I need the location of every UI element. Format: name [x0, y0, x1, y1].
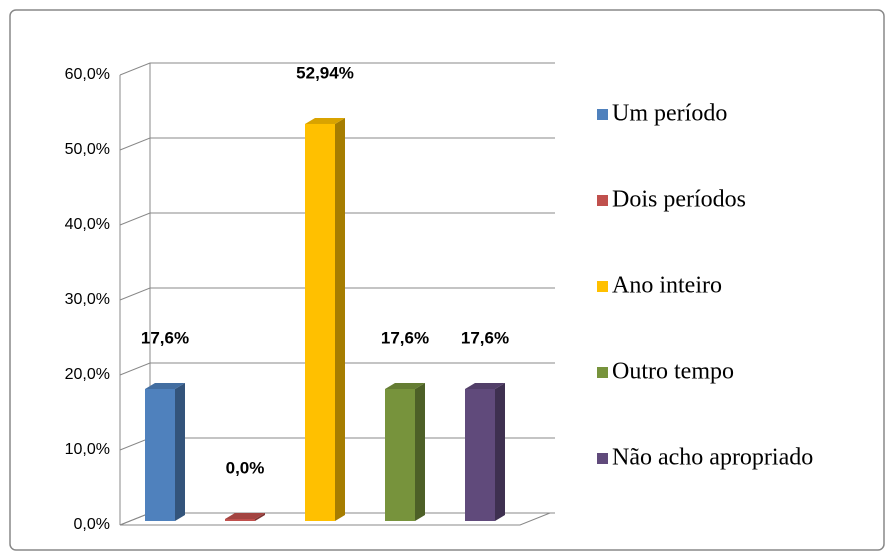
grid-line — [119, 362, 555, 376]
bar-top — [145, 383, 185, 389]
grid-line — [119, 287, 555, 301]
data-label: 0,0% — [226, 458, 265, 477]
legend-label: Dois períodos — [612, 187, 746, 213]
legend-label: Ano inteiro — [612, 273, 722, 299]
bar-top — [305, 117, 345, 124]
data-label: 17,6% — [381, 328, 429, 347]
grid-line — [119, 62, 555, 76]
y-tick-label: 40,0% — [65, 216, 110, 233]
legend-swatch — [597, 453, 608, 464]
grid-line — [119, 212, 555, 226]
bar-side — [335, 117, 345, 521]
bar-top — [465, 383, 505, 389]
bar — [305, 123, 335, 521]
y-tick-label: 10,0% — [65, 441, 110, 458]
bar-side — [255, 513, 265, 521]
grid-line — [119, 137, 555, 151]
y-tick-label: 60,0% — [65, 66, 110, 83]
y-tick-label: 0,0% — [74, 516, 110, 533]
bar-side — [415, 383, 425, 521]
bar-top — [225, 513, 265, 519]
bar — [145, 389, 175, 521]
bar-side — [495, 383, 505, 521]
legend-label: Um período — [612, 101, 727, 127]
legend-swatch — [597, 195, 608, 206]
bar — [465, 389, 495, 521]
legend-label: Outro tempo — [612, 359, 734, 385]
bar-side — [175, 383, 185, 521]
bar-top — [385, 383, 425, 389]
data-label: 17,6% — [461, 328, 509, 347]
data-label: 17,6% — [141, 328, 189, 347]
bar — [385, 389, 415, 521]
legend-swatch — [597, 281, 608, 292]
legend-swatch — [597, 109, 608, 120]
chart-frame — [9, 9, 885, 551]
y-tick-label: 20,0% — [65, 366, 110, 383]
data-label: 52,94% — [296, 63, 354, 82]
bar — [225, 519, 255, 521]
y-tick-label: 30,0% — [65, 291, 110, 308]
y-tick-label: 50,0% — [65, 141, 110, 158]
legend-swatch — [597, 367, 608, 378]
legend-label: Não acho apropriado — [612, 445, 813, 471]
